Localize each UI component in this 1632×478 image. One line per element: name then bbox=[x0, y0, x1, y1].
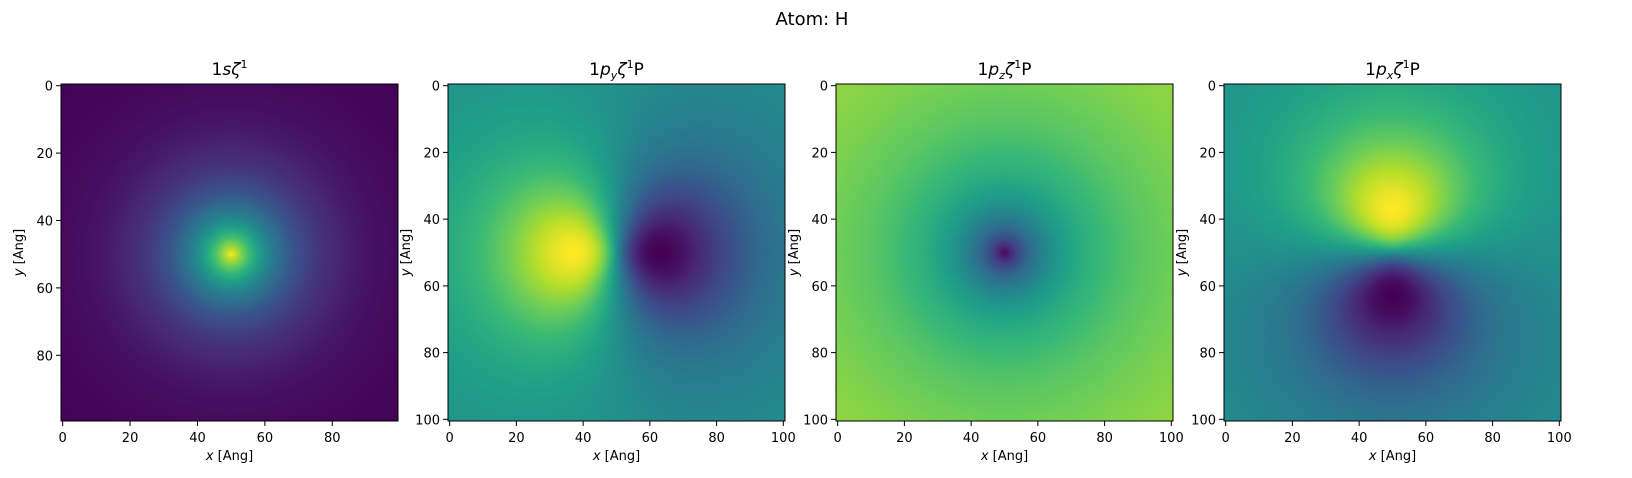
x-tick-label: 60 bbox=[1030, 431, 1047, 446]
y-tick-label: 80 bbox=[36, 349, 53, 364]
subplot-2: 0 20 40 60 80 100 0 20 40 60 80 100 1pyζ1P x [Ang] y [… bbox=[399, 58, 796, 464]
y-tick-label: 20 bbox=[423, 146, 440, 161]
y-tick-label: 80 bbox=[1199, 347, 1216, 362]
axes-frame bbox=[60, 83, 399, 422]
axes-frame bbox=[835, 83, 1174, 422]
y-tick-label: 20 bbox=[36, 147, 53, 162]
y-tick-label: 60 bbox=[36, 282, 53, 297]
subplot-grid: 0 20 40 60 80 0 20 40 60 80 1sζ1 x [Ang] y [Ang] 0 20 4… bbox=[12, 58, 1572, 464]
x-tick-label: 100 bbox=[1159, 431, 1184, 446]
x-tick-label: 0 bbox=[1222, 431, 1230, 446]
y-tick-label: 60 bbox=[1199, 280, 1216, 295]
heatmap-image bbox=[836, 84, 1173, 421]
x-axis-label: x [Ang] bbox=[1368, 449, 1416, 464]
x-tick-label: 40 bbox=[189, 431, 206, 446]
y-tick-label: 40 bbox=[36, 214, 53, 229]
subplot-1: 0 20 40 60 80 0 20 40 60 80 1sζ1 x [Ang] y [Ang] bbox=[12, 58, 399, 464]
y-tick-label: 60 bbox=[811, 280, 828, 295]
figure-suptitle: Atom: H bbox=[776, 9, 849, 30]
heatmap-image bbox=[1224, 84, 1561, 421]
subplot-4: 0 20 40 60 80 100 0 20 40 60 80 100 1pxζ1P x [Ang] y [… bbox=[1175, 58, 1572, 464]
y-tick-label: 20 bbox=[1199, 146, 1216, 161]
subplot-3: 0 20 40 60 80 100 0 20 40 60 80 100 1pzζ1P x [Ang] y [… bbox=[787, 58, 1184, 464]
axes-frame bbox=[1223, 83, 1562, 422]
x-tick-label: 40 bbox=[1351, 431, 1368, 446]
x-tick-label: 100 bbox=[771, 431, 796, 446]
y-tick-label: 60 bbox=[423, 280, 440, 295]
axes-frame bbox=[447, 83, 786, 422]
x-tick-label: 40 bbox=[575, 431, 592, 446]
y-tick-label: 0 bbox=[1208, 80, 1216, 95]
heatmap-image bbox=[61, 84, 398, 421]
x-tick-label: 60 bbox=[642, 431, 659, 446]
x-tick-label: 20 bbox=[508, 431, 525, 446]
y-tick-label: 40 bbox=[423, 213, 440, 228]
x-axis-label: x [Ang] bbox=[980, 449, 1028, 464]
x-tick-label: 40 bbox=[963, 431, 980, 446]
y-axis-label: y [Ang] bbox=[787, 229, 802, 277]
x-tick-label: 20 bbox=[122, 431, 139, 446]
subplot-title: 1pzζ1P bbox=[978, 58, 1032, 82]
y-tick-label: 100 bbox=[1191, 413, 1216, 428]
x-tick-label: 0 bbox=[446, 431, 454, 446]
x-axis-label: x [Ang] bbox=[592, 449, 640, 464]
x-tick-label: 100 bbox=[1547, 431, 1572, 446]
y-tick-label: 20 bbox=[811, 146, 828, 161]
y-tick-label: 0 bbox=[432, 80, 440, 95]
x-tick-label: 0 bbox=[834, 431, 842, 446]
y-tick-label: 0 bbox=[45, 80, 53, 95]
heatmap-image bbox=[448, 84, 785, 421]
y-tick-label: 40 bbox=[811, 213, 828, 228]
subplot-title: 1pxζ1P bbox=[1365, 58, 1420, 82]
x-tick-label: 80 bbox=[324, 431, 341, 446]
x-tick-label: 0 bbox=[59, 431, 67, 446]
x-tick-label: 20 bbox=[896, 431, 913, 446]
y-tick-label: 100 bbox=[803, 413, 828, 428]
x-tick-label: 20 bbox=[1284, 431, 1301, 446]
x-tick-label: 60 bbox=[1418, 431, 1435, 446]
subplot-title: 1pyζ1P bbox=[589, 58, 644, 82]
x-axis-label: x [Ang] bbox=[205, 449, 253, 464]
y-tick-label: 80 bbox=[423, 347, 440, 362]
y-tick-label: 40 bbox=[1199, 213, 1216, 228]
subplot-title: 1sζ1 bbox=[212, 58, 248, 80]
y-axis-label: y [Ang] bbox=[12, 229, 27, 277]
y-tick-label: 80 bbox=[811, 347, 828, 362]
y-axis-label: y [Ang] bbox=[1175, 229, 1190, 277]
x-tick-label: 80 bbox=[1484, 431, 1501, 446]
y-axis-label: y [Ang] bbox=[399, 229, 414, 277]
x-tick-label: 60 bbox=[257, 431, 274, 446]
y-tick-label: 100 bbox=[415, 413, 440, 428]
y-tick-label: 0 bbox=[820, 80, 828, 95]
x-tick-label: 80 bbox=[708, 431, 725, 446]
x-tick-label: 80 bbox=[1096, 431, 1113, 446]
